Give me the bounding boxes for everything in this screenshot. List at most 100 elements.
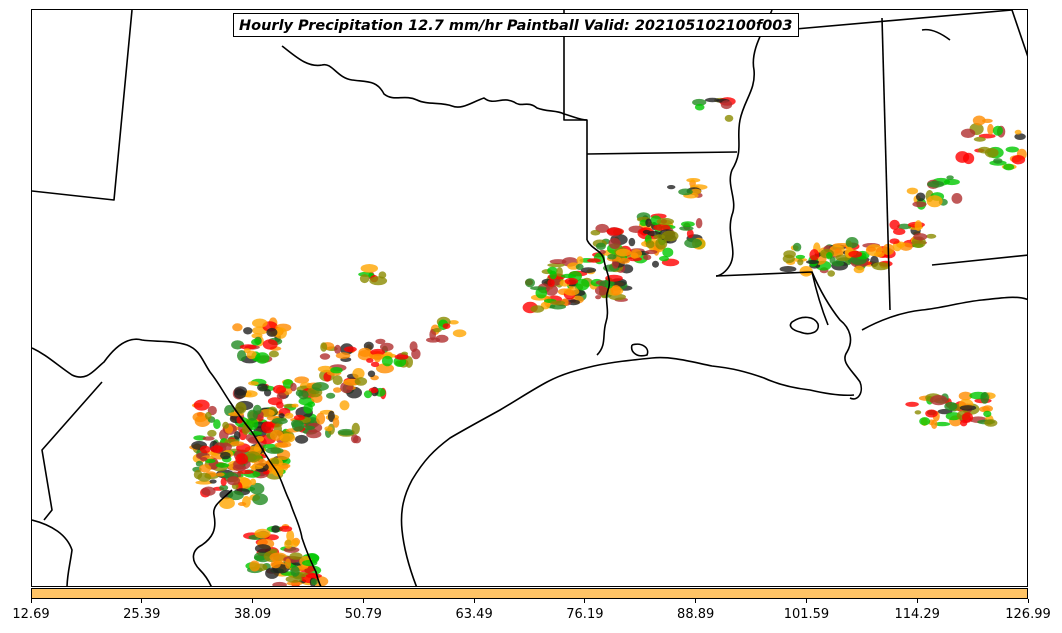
precip-blob	[694, 103, 705, 111]
precip-blob	[278, 413, 285, 419]
colorbar-tick	[141, 599, 143, 603]
precip-blob	[278, 525, 293, 532]
precip-blob	[926, 195, 943, 208]
precip-blob	[905, 401, 919, 407]
lake-pontchartrain	[789, 316, 820, 335]
precip-blob	[959, 405, 977, 411]
precip-blob	[653, 234, 666, 240]
precip-blob	[944, 401, 958, 411]
precip-blob	[678, 188, 693, 196]
precip-blob	[872, 262, 890, 271]
precip-blob	[233, 431, 241, 440]
precip-blob	[215, 462, 230, 468]
precip-blob	[926, 233, 937, 239]
colorbar-tick-label: 88.89	[677, 607, 715, 622]
precip-blob	[779, 266, 797, 273]
precip-blob	[705, 97, 720, 103]
precip-blob	[580, 267, 597, 273]
colorbar-tick	[30, 599, 32, 603]
precip-paintball-layer	[189, 97, 1027, 586]
precip-blob	[782, 254, 795, 264]
precip-blob	[889, 238, 900, 244]
colorbar-tick	[362, 599, 364, 603]
precip-blob	[914, 220, 922, 232]
precip-blob	[267, 397, 283, 406]
precip-blob	[590, 229, 601, 236]
precip-blob	[432, 328, 442, 333]
precip-blob	[955, 151, 970, 163]
precip-blob	[298, 390, 309, 400]
precip-blob	[608, 238, 621, 249]
precip-blob	[958, 391, 973, 401]
precip-blob	[628, 237, 636, 247]
precip-blob	[983, 410, 992, 418]
precip-blob	[618, 257, 630, 264]
precip-blob	[659, 255, 669, 262]
precip-blob	[806, 260, 820, 264]
precip-blob	[575, 278, 590, 291]
precip-blob	[587, 258, 601, 263]
precip-blob	[930, 395, 948, 406]
precip-blob	[290, 382, 297, 392]
precip-blob	[547, 278, 555, 287]
precip-blob	[576, 256, 584, 265]
precip-blob	[874, 251, 885, 258]
precip-blob	[199, 464, 212, 473]
precip-blob	[724, 114, 734, 122]
border-ga	[1011, 10, 1027, 57]
precip-blob	[615, 248, 632, 257]
precip-blob	[934, 421, 951, 427]
precip-blob	[255, 352, 270, 364]
colorbar-tick-label: 76.19	[566, 607, 604, 622]
precip-blob	[599, 280, 615, 287]
precip-blob	[247, 409, 258, 421]
precip-blob	[274, 442, 289, 448]
precip-blob	[799, 266, 813, 277]
precip-blob	[202, 436, 215, 441]
precip-blob	[251, 338, 262, 346]
precip-blob	[234, 388, 246, 399]
precip-blob	[220, 451, 231, 460]
precip-blob	[324, 426, 333, 432]
precip-blob	[343, 346, 357, 353]
precip-blob	[252, 318, 268, 328]
precip-blob	[606, 227, 624, 236]
precip-blob	[575, 263, 584, 270]
precip-blob	[429, 329, 437, 341]
precip-blob	[193, 435, 207, 441]
precip-blob	[220, 477, 227, 486]
precip-blob	[448, 320, 459, 325]
colorbar-tick	[252, 599, 254, 603]
precip-blob	[204, 458, 216, 464]
precip-blob	[993, 158, 1003, 164]
precip-blob	[230, 441, 245, 446]
precip-blob	[679, 226, 694, 231]
precip-blob	[327, 410, 335, 423]
precip-blob	[276, 392, 287, 400]
precip-blob	[284, 412, 294, 419]
precip-blob	[351, 434, 359, 444]
precip-blob	[326, 392, 336, 399]
precip-blob	[375, 338, 386, 345]
precip-blob	[252, 493, 268, 506]
precip-blob	[227, 490, 244, 501]
precip-blob	[549, 259, 567, 265]
precip-blob	[243, 327, 253, 335]
precip-blob	[270, 560, 281, 569]
gulf-coast-east	[861, 296, 1027, 331]
precip-blob	[370, 353, 385, 360]
border-tn	[783, 10, 1013, 31]
precip-blob	[643, 254, 652, 261]
precip-blob	[307, 401, 316, 408]
precip-blob	[249, 465, 264, 470]
colorbar-tick	[695, 599, 697, 603]
precip-blob	[376, 363, 394, 374]
precip-blob	[359, 274, 370, 284]
precip-blob	[525, 278, 535, 288]
precip-blob	[681, 221, 695, 228]
precip-blob	[249, 560, 260, 572]
precip-blob	[289, 552, 303, 560]
precip-blob	[248, 381, 259, 386]
precip-blob	[291, 420, 305, 432]
precip-blob	[254, 528, 271, 539]
